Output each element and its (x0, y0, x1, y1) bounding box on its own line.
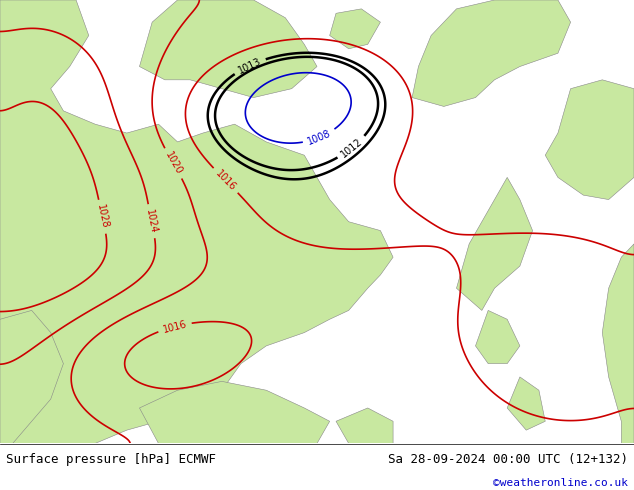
Polygon shape (507, 377, 545, 430)
Polygon shape (336, 408, 393, 443)
Text: 1013: 1013 (236, 56, 263, 75)
Text: 1016: 1016 (214, 168, 238, 193)
Text: 1008: 1008 (306, 128, 333, 147)
Polygon shape (412, 0, 571, 106)
Text: Sa 28-09-2024 00:00 UTC (12+132): Sa 28-09-2024 00:00 UTC (12+132) (387, 453, 628, 466)
Text: 1028: 1028 (95, 204, 110, 230)
Polygon shape (0, 0, 393, 443)
Polygon shape (602, 244, 634, 443)
Polygon shape (0, 311, 63, 443)
Text: ©weatheronline.co.uk: ©weatheronline.co.uk (493, 478, 628, 488)
Text: 1020: 1020 (163, 150, 184, 176)
Polygon shape (545, 80, 634, 199)
Text: Surface pressure [hPa] ECMWF: Surface pressure [hPa] ECMWF (6, 453, 216, 466)
Text: 1016: 1016 (162, 318, 188, 335)
Polygon shape (139, 0, 317, 98)
Polygon shape (456, 177, 533, 311)
Text: 1012: 1012 (339, 136, 365, 159)
Text: 1024: 1024 (145, 208, 158, 234)
Polygon shape (476, 311, 520, 364)
Polygon shape (330, 9, 380, 49)
Polygon shape (139, 381, 330, 443)
